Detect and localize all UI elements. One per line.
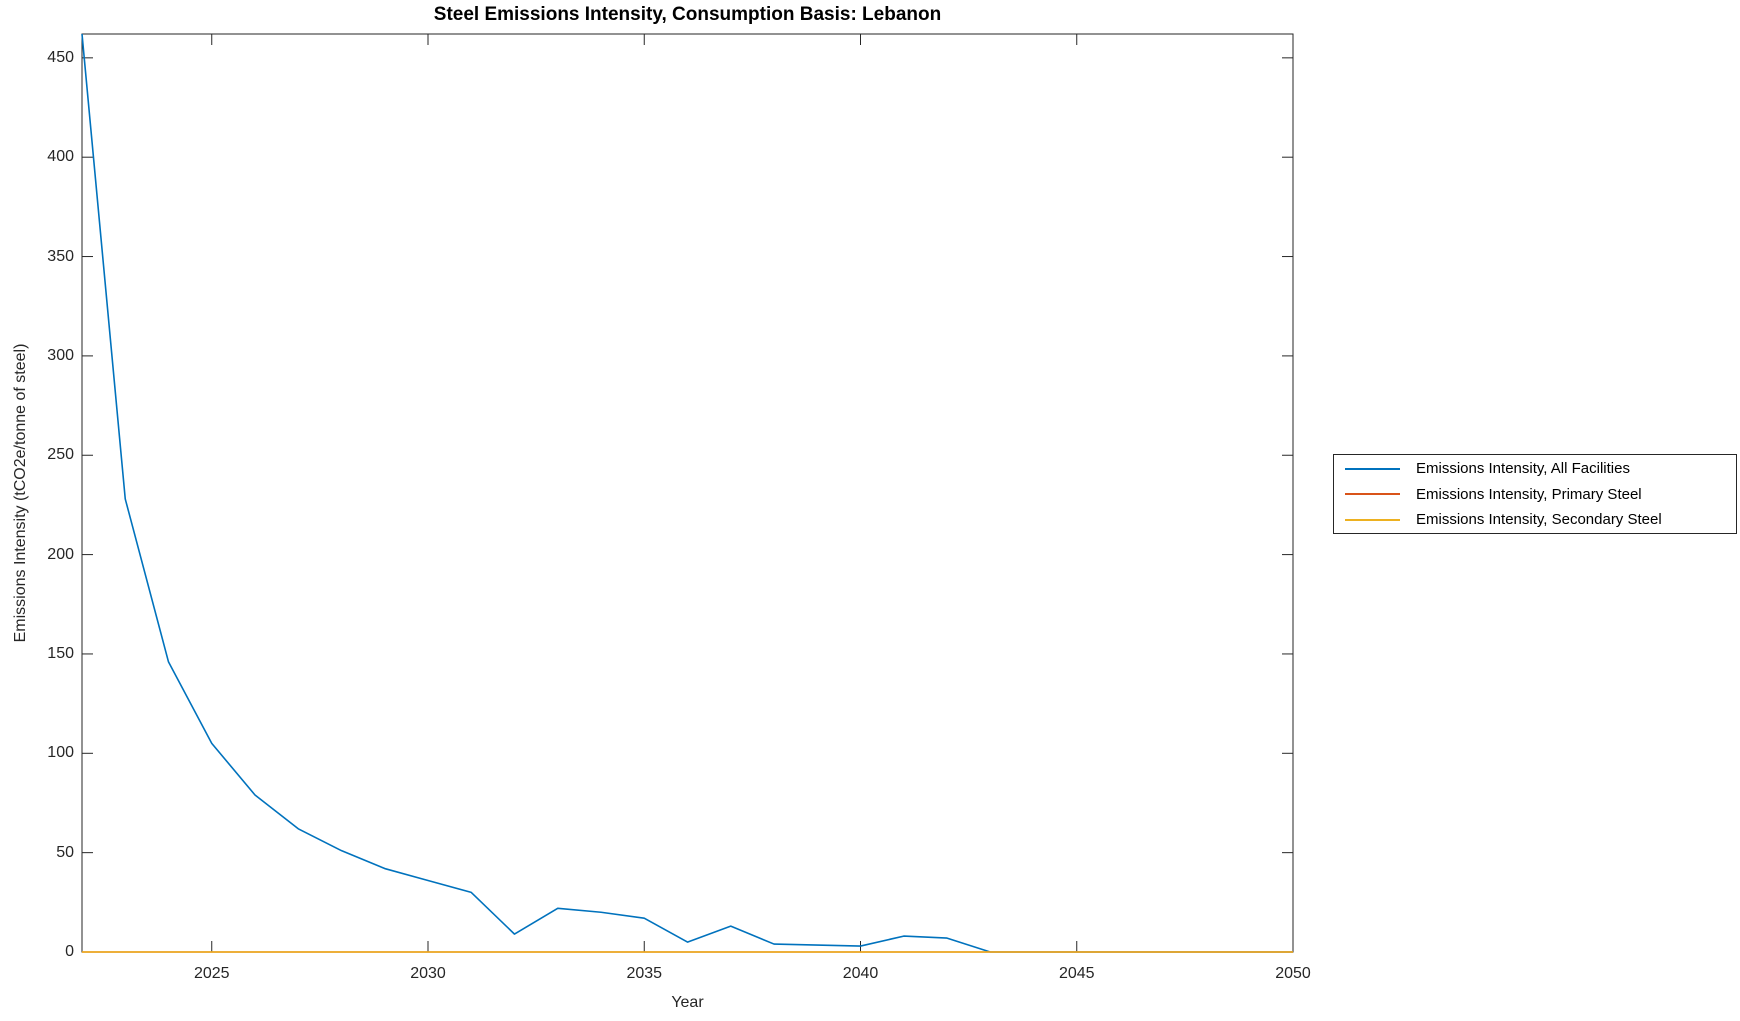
y-tick-label: 200 [47,545,74,563]
x-tick-label: 2045 [1058,965,1095,982]
series-line-0 [81,33,1293,953]
y-tick-label: 150 [47,644,74,662]
x-tick-label: 2035 [626,965,663,982]
legend-line-sample-all-facilities [1345,467,1400,470]
x-tick-label: 2030 [410,965,446,982]
legend-line-sample-primary-steel [1345,493,1400,495]
y-tick-label: 0 [65,943,74,960]
y-tick-label: 350 [47,247,74,265]
legend-item: Emissions Intensity, Secondary Steel [1334,508,1736,532]
x-tick-label: 2025 [193,965,230,982]
legend: Emissions Intensity, All Facilities Emis… [1333,454,1737,534]
y-tick-label: 50 [56,843,74,861]
legend-item: Emissions Intensity, All Facilities [1334,457,1736,481]
y-tick-label: 400 [47,148,74,166]
legend-label: Emissions Intensity, Secondary Steel [1416,511,1662,528]
y-tick-label: 450 [47,48,74,66]
legend-line-sample-secondary-steel [1345,518,1400,521]
y-tick-label: 100 [47,744,74,762]
legend-label: Emissions Intensity, Primary Steel [1416,485,1642,503]
chart-title: Steel Emissions Intensity, Consumption B… [433,4,942,25]
x-tick-label: 2040 [842,965,879,982]
y-tick-label: 300 [47,346,74,364]
x-axis-label: Year [671,994,704,1011]
legend-label: Emissions Intensity, All Facilities [1416,460,1630,477]
x-tick-label: 2050 [1275,965,1311,982]
y-tick-label: 250 [47,446,74,464]
legend-item: Emissions Intensity, Primary Steel [1334,482,1736,506]
axes-box [81,33,1294,953]
